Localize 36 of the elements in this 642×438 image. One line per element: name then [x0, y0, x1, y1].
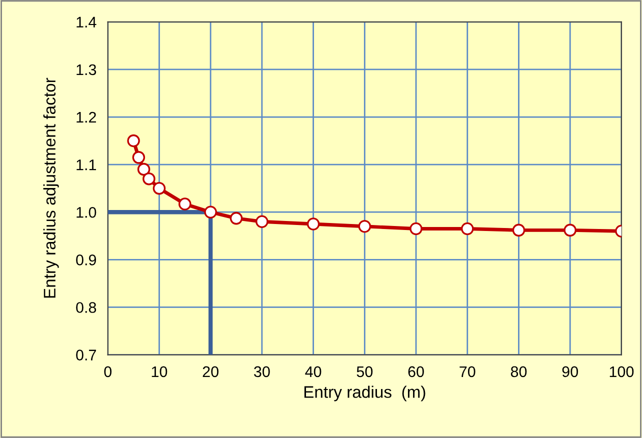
y-tick-label: 1.2 — [76, 112, 96, 123]
point — [410, 222, 422, 236]
x-tick-label: 0 — [104, 366, 112, 378]
point — [127, 134, 140, 148]
point — [230, 212, 243, 225]
x-tick-label: 80 — [510, 366, 527, 378]
point — [178, 198, 192, 210]
point — [204, 206, 217, 219]
point — [142, 172, 156, 186]
y-tick-label: 0.8 — [76, 302, 96, 313]
y-axis-title: Entry radius adjustment factor — [43, 78, 59, 298]
point — [132, 151, 146, 164]
y-tick-label: 1.1 — [76, 160, 96, 170]
point — [137, 162, 150, 176]
x-tick-label: 50 — [356, 366, 373, 378]
point — [564, 224, 576, 237]
y-tick-label: 1.0 — [76, 206, 96, 218]
point — [358, 220, 372, 233]
x-tick-label: 70 — [460, 366, 476, 378]
y-tick-label: 0.7 — [76, 350, 96, 360]
x-tick-label: 90 — [562, 366, 578, 378]
x-tick-label: 30 — [254, 366, 270, 378]
x-tick-label: 100 — [610, 366, 634, 378]
point — [152, 182, 166, 195]
y-tick-label: 1.4 — [76, 16, 96, 28]
y-tick-label: 0.9 — [76, 254, 96, 266]
x-tick-label: 40 — [305, 366, 322, 378]
point — [256, 215, 268, 228]
point — [460, 222, 474, 236]
x-tick-label: 20 — [202, 366, 218, 378]
x-axis-title: Entry radius (m) — [304, 386, 426, 402]
y-tick-label: 1.3 — [76, 64, 96, 76]
point — [306, 218, 320, 230]
point — [512, 224, 526, 237]
x-tick-label: 10 — [152, 366, 168, 378]
x-tick-label: 60 — [408, 366, 424, 378]
